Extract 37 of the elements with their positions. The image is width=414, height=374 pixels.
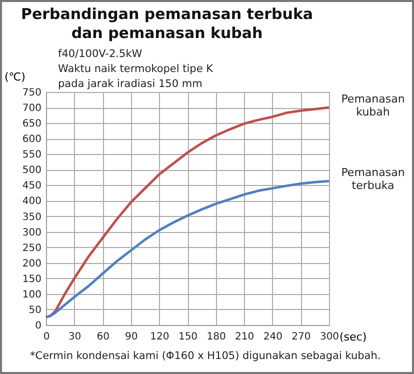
y-tick-label: 500 — [22, 165, 42, 176]
y-tick-label: 700 — [22, 103, 42, 114]
x-tick-label: 300 — [320, 332, 340, 342]
y-tick-label: 400 — [22, 196, 42, 208]
text: Waktu naik termokopel tipe K — [58, 62, 214, 77]
y-tick-label: 300 — [22, 227, 42, 238]
x-tick-label: 150 — [178, 332, 198, 342]
y-tick-label: 250 — [22, 242, 42, 254]
y-tick-label: 350 — [22, 212, 42, 223]
y-tick-label: 750 — [22, 88, 42, 98]
text: pada jarak iradiasi 150 mm — [58, 77, 204, 92]
y-axis-title: (℃) — [4, 70, 26, 84]
chart-title: Perbandingan pemanasan terbuka dan pemanasan kubah — [20, 5, 314, 43]
y-tick-label: 150 — [22, 274, 42, 285]
series-label: Pemanasan terbuka — [341, 166, 405, 192]
series-label: Pemanasan kubah — [341, 92, 405, 119]
x-tick-label: 30 — [68, 332, 82, 342]
text: *Cermin kondensai kami (Φ160 x H105) digunakan sebagai kubah. — [30, 350, 381, 362]
y-tick-label: 0 — [35, 320, 42, 332]
x-tick-label: 210 — [235, 332, 254, 342]
y-tick-label: 50 — [28, 304, 42, 316]
x-tick-label: 180 — [206, 332, 226, 342]
y-tick-label: 550 — [22, 150, 42, 161]
x-tick-label: 60 — [96, 332, 110, 342]
y-tick-label: 650 — [22, 118, 42, 130]
x-tick-label: 0 — [43, 332, 50, 342]
x-tick-label: 120 — [150, 332, 170, 342]
x-axis-title: (sec) — [340, 330, 367, 344]
x-tick-label: 270 — [292, 332, 311, 342]
text: f40/100V-2.5kW — [58, 47, 144, 62]
y-tick-label: 600 — [22, 134, 42, 146]
y-tick-label: 100 — [22, 289, 42, 300]
x-tick-label: 90 — [125, 332, 138, 342]
y-tick-label: 450 — [22, 180, 42, 192]
line-series — [44, 180, 330, 318]
x-tick-label: 240 — [263, 332, 282, 342]
y-tick-label: 200 — [22, 258, 42, 270]
